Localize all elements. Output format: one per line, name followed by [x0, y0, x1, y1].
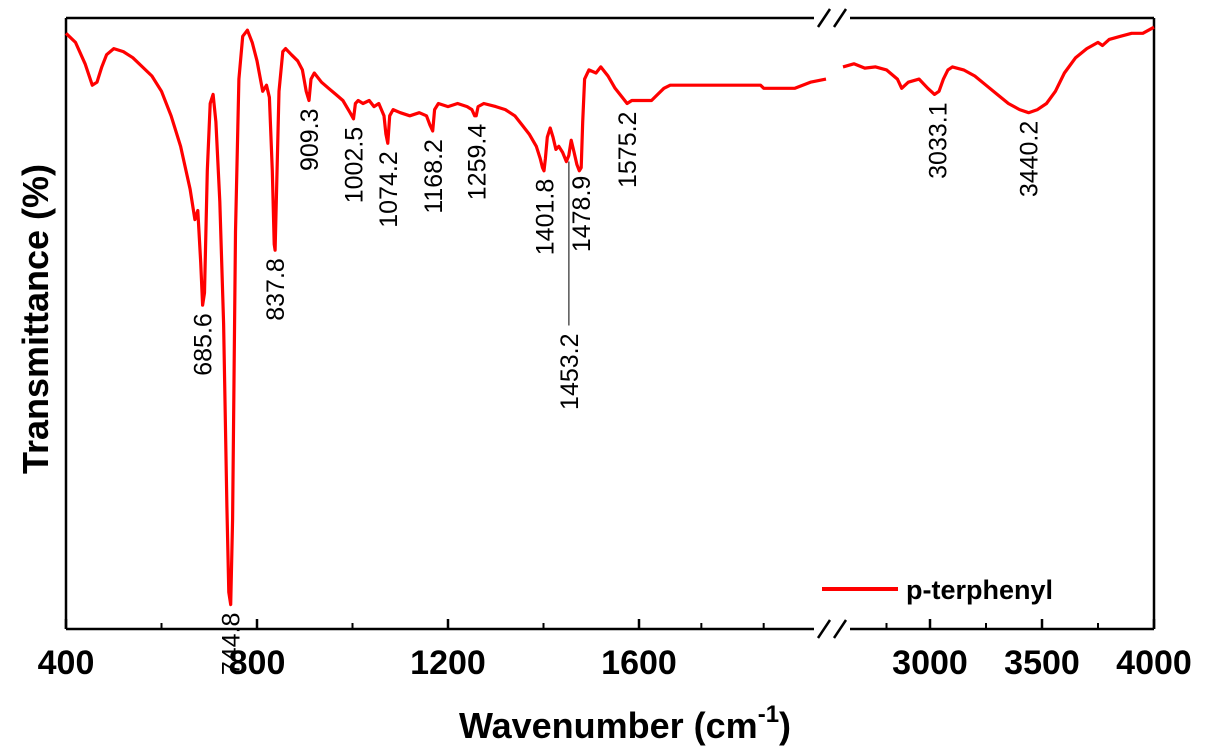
break-slash-1-bottom	[816, 619, 832, 639]
series-line-p-terphenyl-segment-2	[842, 25, 1155, 115]
annotation-layer: 685.6 744.8 837.8 909.3 1002.5 1074.2 1168.2 12…	[189, 102, 1043, 675]
peak-label-837.8: 837.8	[262, 258, 290, 321]
legend: p-terphenyl	[822, 575, 1053, 605]
x-axis-ticks: 400 800 1200 1600 3000 3500 4000	[38, 619, 1192, 682]
legend-label-p-terphenyl: p-terphenyl	[906, 575, 1053, 605]
peak-label-1575.2: 1575.2	[614, 112, 642, 188]
x-tick-label-3000: 3000	[892, 644, 968, 682]
break-mask-top	[814, 12, 850, 24]
peak-label-1002.5: 1002.5	[341, 127, 369, 203]
x-tick-label-4000: 4000	[1116, 644, 1192, 682]
break-mask-bottom	[814, 623, 850, 635]
break-slash-2-top	[832, 8, 848, 28]
peak-label-1401.8: 1401.8	[531, 179, 559, 255]
y-axis-title: Transmittance (%)	[15, 164, 56, 474]
axis-break-marks	[814, 8, 850, 639]
peak-label-1074.2: 1074.2	[375, 151, 403, 227]
break-slash-2-bottom	[832, 619, 848, 639]
peak-label-909.3: 909.3	[296, 108, 324, 171]
plot-frame	[64, 16, 1156, 631]
peak-label-1259.4: 1259.4	[463, 124, 491, 201]
x-tick-label-1600: 1600	[601, 644, 677, 682]
x-tick-label-3500: 3500	[1004, 644, 1080, 682]
x-tick-label-1200: 1200	[410, 644, 486, 682]
peak-label-1453.2: 1453.2	[556, 333, 584, 409]
peak-label-3033.1: 3033.1	[924, 102, 952, 178]
x-tick-label-400: 400	[38, 644, 95, 682]
peak-label-1168.2: 1168.2	[420, 139, 448, 214]
peak-label-1478.9: 1478.9	[568, 176, 596, 252]
series-line-p-terphenyl-segment-1	[64, 28, 827, 607]
x-tick-label-800: 800	[229, 644, 286, 682]
series-layer	[64, 25, 1155, 607]
peak-label-744.8: 744.8	[218, 613, 246, 676]
peak-label-3440.2: 3440.2	[1016, 121, 1044, 197]
x-axis-title: Wavenumber (cm-1)	[459, 701, 791, 746]
break-slash-1-top	[816, 8, 832, 28]
peak-label-685.6: 685.6	[189, 313, 217, 376]
